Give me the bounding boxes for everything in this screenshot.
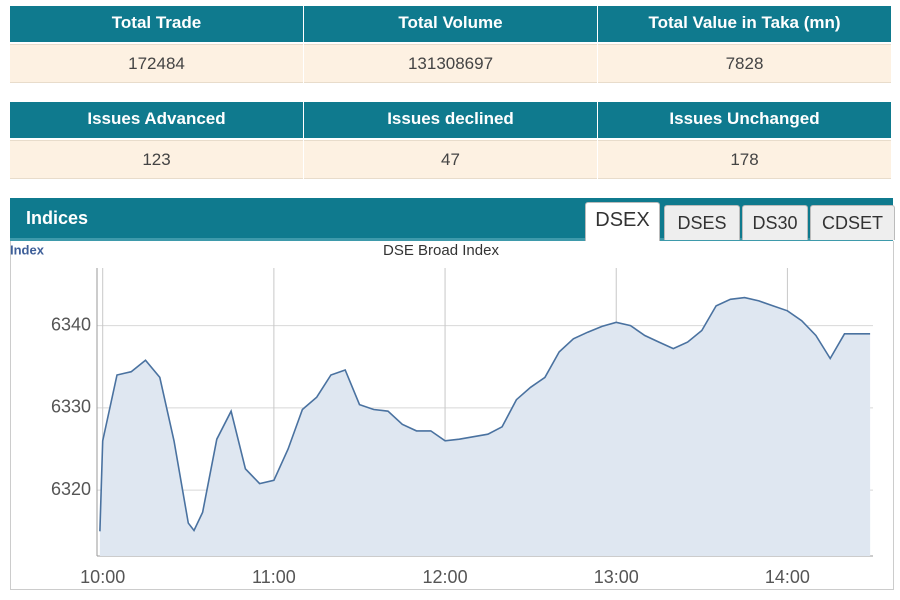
- table-header: Issues declined: [304, 102, 597, 138]
- table-cell: 123: [10, 140, 303, 179]
- table-header: Total Trade: [10, 6, 303, 42]
- table-header: Total Volume: [304, 6, 597, 42]
- table-cell: 47: [304, 140, 597, 179]
- index-tab[interactable]: CDSET: [810, 205, 895, 240]
- index-tab[interactable]: DS30: [742, 205, 808, 240]
- issues-table: Issues Advanced Issues declined Issues Unc…: [10, 102, 891, 179]
- y-axis-label: Index: [10, 242, 45, 257]
- table-cell: 172484: [10, 44, 303, 83]
- x-tick-label: 12:00: [423, 567, 468, 587]
- table-header: Issues Unchanged: [598, 102, 891, 138]
- y-tick-label: 6320: [51, 479, 91, 499]
- trade-table: Total Trade Total Volume Total Value in Ta…: [10, 6, 891, 83]
- x-tick-label: 11:00: [252, 567, 296, 587]
- table-header: Issues Advanced: [10, 102, 303, 138]
- x-tick-label: 10:00: [80, 567, 125, 587]
- chart-title: DSE Broad Index: [383, 242, 499, 259]
- area: [99, 297, 871, 556]
- chart-panel: [10, 241, 894, 590]
- y-tick-label: 6340: [51, 314, 91, 334]
- x-tick-label: 14:00: [765, 567, 810, 587]
- table-cell: 7828: [598, 44, 891, 83]
- index-tab[interactable]: DSEX: [585, 202, 660, 241]
- index-tab[interactable]: DSES: [664, 205, 740, 240]
- table-cell: 131308697: [304, 44, 597, 83]
- table-header: Total Value in Taka (mn): [598, 6, 891, 42]
- table-cell: 178: [598, 140, 891, 179]
- y-tick-label: 6330: [51, 397, 91, 417]
- x-tick-label: 13:00: [594, 567, 639, 587]
- line: [99, 296, 871, 533]
- indices-title: Indices: [26, 208, 89, 228]
